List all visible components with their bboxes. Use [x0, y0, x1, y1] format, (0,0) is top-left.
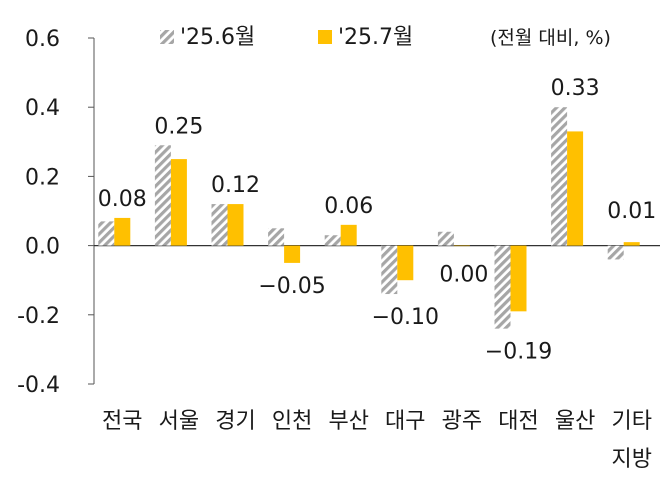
category-label: 인천 — [272, 409, 312, 434]
category-label: 대구 — [385, 409, 425, 434]
bar-jul-0 — [114, 217, 131, 246]
bar-jun-2 — [211, 204, 228, 246]
data-label: −0.10 — [372, 305, 439, 330]
y-tick-label: -0.2 — [17, 304, 60, 329]
y-tick-label: 0.6 — [25, 27, 60, 52]
data-label: 0.01 — [607, 199, 656, 224]
y-tick-label: 0.0 — [25, 235, 60, 260]
data-label: 0.12 — [211, 173, 260, 198]
bar-jun-3 — [268, 228, 285, 246]
bar-jul-8 — [567, 131, 584, 246]
bar-jul-3 — [284, 245, 301, 263]
bar-jul-4 — [340, 224, 357, 246]
bar-jul-1 — [170, 159, 187, 246]
category-label: 울산 — [555, 409, 595, 434]
category-label: 지방 — [611, 447, 651, 472]
category-label: 광주 — [442, 409, 482, 434]
bar-jul-5 — [397, 245, 414, 281]
category-label: 대전 — [498, 409, 538, 434]
data-label: 0.06 — [324, 194, 373, 219]
category-label: 경기 — [215, 409, 255, 434]
bar-jul-2 — [227, 204, 244, 246]
data-label: 0.25 — [154, 114, 203, 139]
bar-jun-0 — [98, 221, 115, 246]
legend: '25.6월 '25.7월 (전월 대비, %) — [160, 25, 611, 50]
bar-jul-9 — [623, 242, 640, 246]
category-label: 기타 — [611, 409, 651, 434]
data-label: −0.19 — [485, 340, 552, 365]
legend-label-jul: '25.7월 — [338, 25, 413, 50]
y-tick-label: 0.2 — [25, 165, 60, 190]
data-label: 0.08 — [98, 187, 147, 212]
category-label: 부산 — [328, 409, 368, 434]
category-label: 서울 — [159, 409, 199, 434]
legend-swatch-jun — [160, 30, 174, 44]
category-label: 전국 — [102, 409, 142, 434]
bar-jul-7 — [510, 245, 527, 312]
legend-swatch-jul — [318, 30, 332, 44]
legend-label-jun: '25.6월 — [180, 25, 255, 50]
y-axis: 0.6 0.4 0.2 0.0 -0.2 -0.4 — [17, 27, 660, 398]
bar-jun-7 — [494, 245, 511, 329]
data-label: −0.05 — [258, 274, 325, 299]
bar-jun-6 — [437, 231, 454, 246]
bar-jun-1 — [154, 145, 171, 246]
bar-jun-8 — [551, 107, 568, 246]
data-label: 0.33 — [551, 76, 600, 101]
bar-jun-9 — [607, 245, 624, 260]
bars — [98, 107, 640, 329]
bar-jul-6 — [453, 245, 470, 247]
data-label: 0.00 — [439, 263, 488, 288]
unit-note: (전월 대비, %) — [490, 27, 611, 49]
data-labels: 0.08 0.25 0.12 −0.05 0.06 −0.100.00 −0.19 0.33 0… — [98, 76, 656, 364]
bar-jun-4 — [324, 235, 341, 246]
y-tick-label: 0.4 — [25, 96, 60, 121]
y-tick-label: -0.4 — [17, 373, 60, 398]
bar-jun-5 — [381, 245, 398, 295]
